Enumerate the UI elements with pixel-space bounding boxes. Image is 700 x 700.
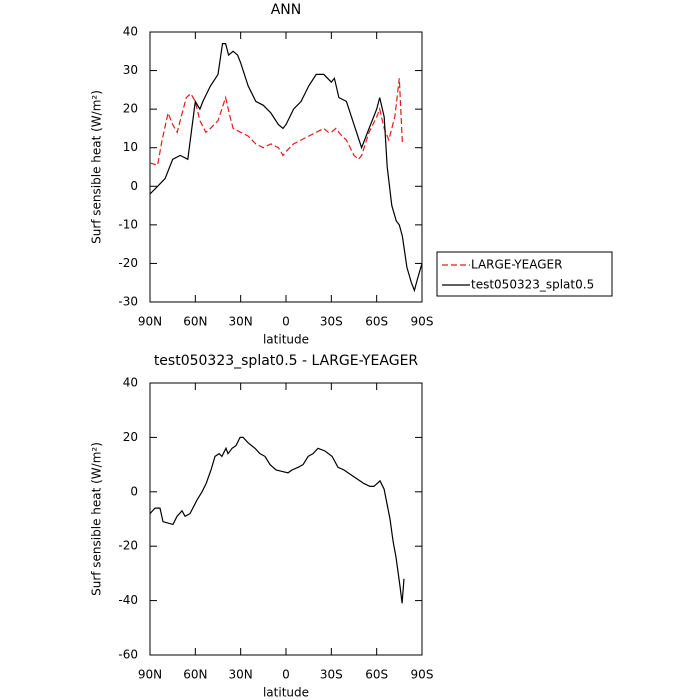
x-tick-label: 0 <box>282 668 290 682</box>
y-tick-label: 10 <box>123 140 138 154</box>
x-tick-label: 60N <box>183 315 207 329</box>
y-tick-label: 20 <box>123 430 138 444</box>
y-tick-label: 40 <box>123 376 138 390</box>
chart-title: test050323_splat0.5 - LARGE-YEAGER <box>154 353 419 369</box>
y-axis-label: Surf sensible heat (W/m²) <box>90 90 104 244</box>
x-axis-label: latitude <box>263 686 309 700</box>
y-tick-label: 30 <box>123 63 138 77</box>
y-tick-label: 0 <box>130 484 138 498</box>
y-tick-label: -60 <box>118 648 138 662</box>
y-axis-label: Surf sensible heat (W/m²) <box>90 442 104 596</box>
y-tick-label: -20 <box>118 256 138 270</box>
x-tick-label: 0 <box>282 315 290 329</box>
x-tick-label: 90S <box>411 315 434 329</box>
x-tick-label: 60S <box>365 668 388 682</box>
y-tick-label: -10 <box>118 217 138 231</box>
x-axis-label: latitude <box>263 333 309 347</box>
y-tick-label: 40 <box>123 25 138 39</box>
x-tick-label: 30S <box>320 668 343 682</box>
x-tick-label: 90N <box>138 315 162 329</box>
x-tick-label: 60N <box>183 668 207 682</box>
y-tick-label: -20 <box>118 539 138 553</box>
data-line <box>149 78 403 166</box>
legend-label: LARGE-YEAGER <box>471 258 562 272</box>
x-tick-label: 30S <box>320 315 343 329</box>
data-line <box>149 436 405 604</box>
x-tick-label: 30N <box>229 668 253 682</box>
legend-box <box>436 251 613 297</box>
plot-frame <box>149 31 423 303</box>
x-tick-label: 60S <box>365 315 388 329</box>
x-tick-label: 90S <box>411 668 434 682</box>
x-tick-label: 90N <box>138 668 162 682</box>
plot-frame <box>149 382 423 656</box>
y-tick-label: 0 <box>130 179 138 193</box>
chart-title: ANN <box>271 2 302 18</box>
x-tick-label: 30N <box>229 315 253 329</box>
y-tick-label: -40 <box>118 593 138 607</box>
data-line <box>149 43 423 293</box>
y-tick-label: -30 <box>118 295 138 309</box>
legend-label: test050323_splat0.5 <box>471 278 594 292</box>
y-tick-label: 20 <box>123 102 138 116</box>
